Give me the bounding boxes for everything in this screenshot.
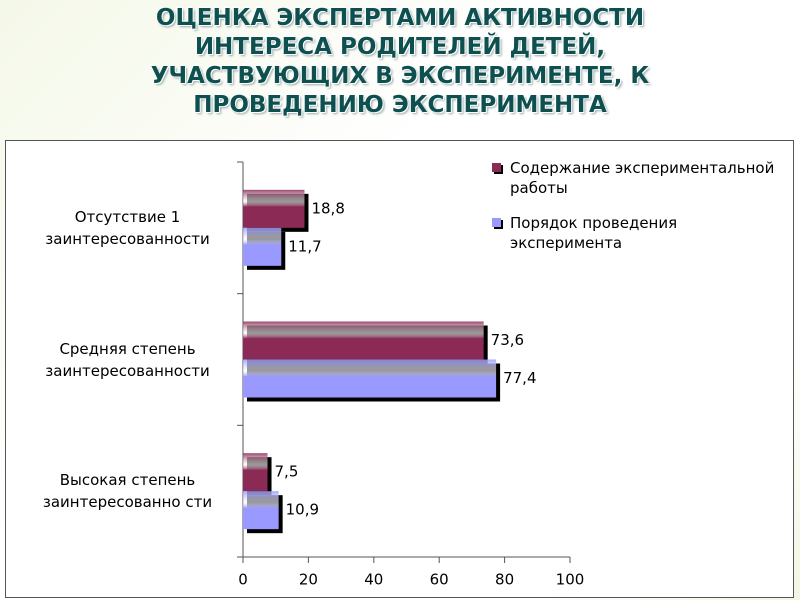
bar xyxy=(243,321,484,360)
slide-title: ОЦЕНКА ЭКСПЕРТАМИ АКТИВНОСТИ ИНТЕРЕСА РО… xyxy=(150,5,650,118)
category-label: Отсутствие 1 заинтересованности xyxy=(45,207,210,248)
legend-swatch xyxy=(492,163,501,172)
x-tick-label: 40 xyxy=(364,571,383,589)
x-tick-label: 20 xyxy=(299,571,318,589)
value-label: 18,8 xyxy=(311,199,344,217)
legend-item: Порядок проведения эксперимента xyxy=(492,213,790,253)
category-label: Средняя степень заинтересованности xyxy=(45,339,210,380)
x-tick-label: 80 xyxy=(495,571,514,589)
x-tick-label: 100 xyxy=(556,571,585,589)
value-label: 77,4 xyxy=(503,369,536,387)
x-tick-label: 60 xyxy=(430,571,449,589)
category-label: Высокая степень заинтересованно сти xyxy=(42,471,213,512)
legend-item: Содержание экспериментальной работы xyxy=(492,158,790,198)
bar xyxy=(243,189,305,228)
bar xyxy=(243,359,497,398)
x-tick-label: 0 xyxy=(238,571,248,589)
value-label: 7,5 xyxy=(275,463,299,481)
value-label: 10,9 xyxy=(286,501,319,519)
bar xyxy=(243,491,279,530)
legend-swatch xyxy=(492,218,501,227)
value-label: 73,6 xyxy=(491,331,524,349)
bar xyxy=(243,453,268,492)
value-label: 11,7 xyxy=(288,237,321,255)
bar xyxy=(243,227,282,266)
